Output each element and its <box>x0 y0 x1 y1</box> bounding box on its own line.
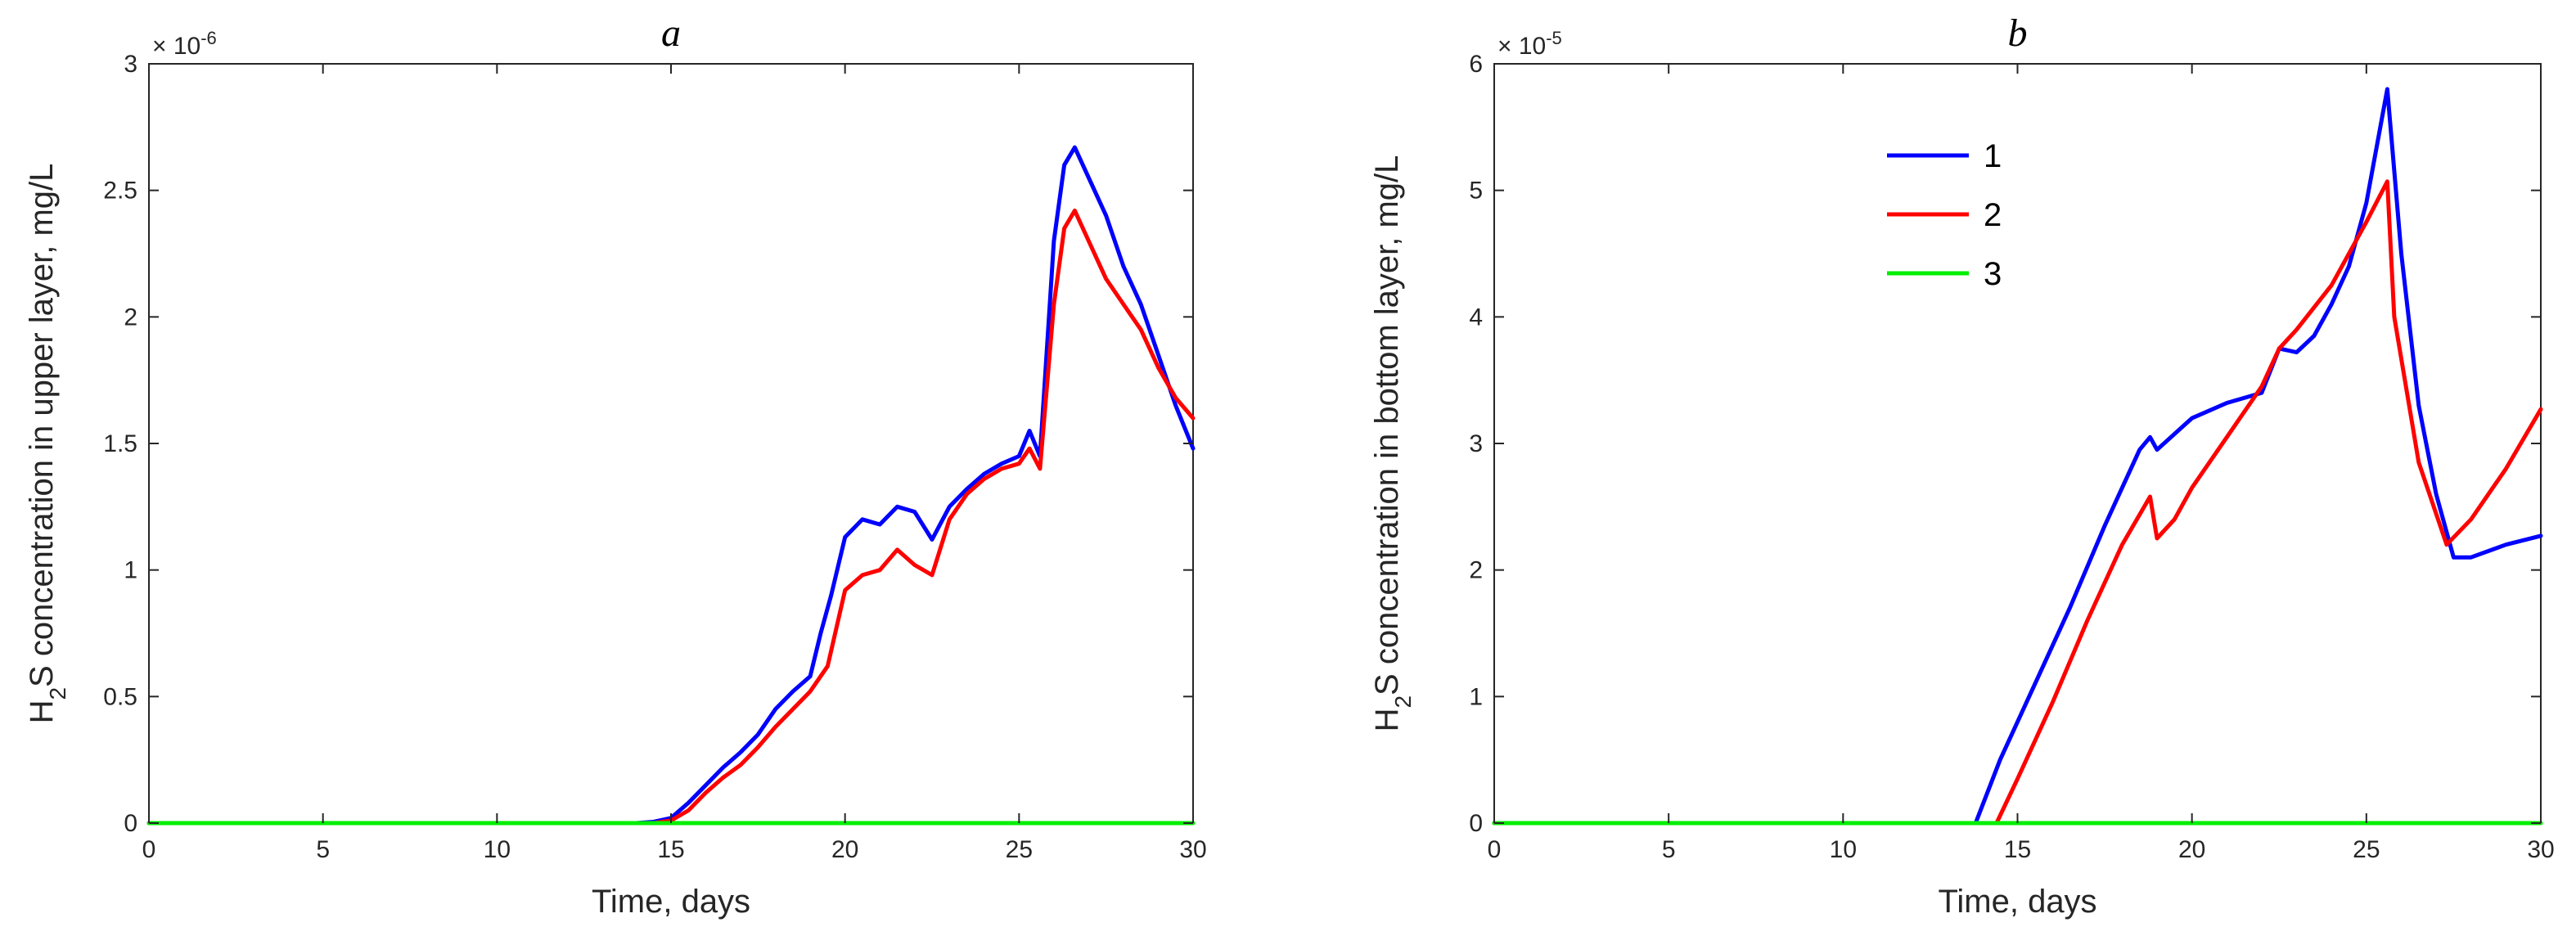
panel-b-exp-base: × 10 <box>1497 33 1546 60</box>
panel-b-y-tick-label: 5 <box>1469 178 1483 205</box>
panel-a-y-tick-label: 0.5 <box>103 683 137 710</box>
panel-b-y-tick-label: 2 <box>1469 557 1483 584</box>
panel-b-plot-area: 0 5 10 15 20 25 30 0 1 2 3 4 5 6 1 2 3 <box>1469 51 2554 863</box>
panel-a-ylabel-pre: H <box>24 700 60 724</box>
panel-b-x-tick-label: 30 <box>2527 836 2554 863</box>
panel-a-x-tick-label: 25 <box>1006 836 1033 863</box>
panel-b-series-2-line <box>1492 179 2543 826</box>
panel-a-title: a <box>661 11 681 55</box>
panel-a-plot-area: 0 5 10 15 20 25 30 0 0.5 1 1.5 2 2.5 3 <box>103 51 1206 863</box>
panel-b-x-tick-label: 5 <box>1662 836 1676 863</box>
panel-b-y-axis-label: H2S concentration in bottom layer, mg/L <box>1369 155 1416 732</box>
panel-b-ylabel-pre: H <box>1369 709 1405 732</box>
panel-b-y-tick-label: 1 <box>1469 683 1483 710</box>
panel-a-y-tick-label: 0 <box>124 810 137 837</box>
panel-b-y-tick-label: 3 <box>1469 430 1483 457</box>
panel-a-x-tick-label: 15 <box>657 836 684 863</box>
panel-a-exp-power: -6 <box>200 28 217 48</box>
panel-a-axes-box <box>148 63 1194 824</box>
panel-a-ylabel-sub: 2 <box>45 687 70 700</box>
panel-b-y-tick-label: 4 <box>1469 304 1483 331</box>
panel-a-y-axis-label: H2S concentration in upper layer, mg/L <box>24 164 70 724</box>
panel-a: 0 5 10 15 20 25 30 0 0.5 1 1.5 2 2.5 3 a Time, days H… <box>24 11 1207 920</box>
panel-b-x-tick-label: 0 <box>1488 836 1502 863</box>
panel-b-x-tick-label: 10 <box>1830 836 1857 863</box>
panel-a-exp-base: × 10 <box>152 33 200 60</box>
panel-a-x-tick-label: 30 <box>1179 836 1206 863</box>
panel-b-ylabel-sub: 2 <box>1390 695 1416 709</box>
panel-a-series-2-line <box>146 208 1196 826</box>
legend-label-1: 1 <box>1984 138 2002 174</box>
panel-a-series-1-line <box>146 145 1196 826</box>
panel-b-series-1-line <box>1492 87 2543 826</box>
panel-a-x-tick-label: 5 <box>316 836 330 863</box>
panel-b-exp-power: -5 <box>1546 28 1562 48</box>
panel-b-x-tick-label: 25 <box>2353 836 2380 863</box>
panel-a-x-tick-label: 20 <box>831 836 858 863</box>
panel-b-axes-box <box>1493 63 2542 824</box>
panel-a-y-tick-label: 1 <box>124 557 137 584</box>
panel-a-y-tick-label: 2 <box>124 304 137 331</box>
panel-b-x-tick-label: 15 <box>2004 836 2031 863</box>
panel-b-exponent-label: × 10-5 <box>1497 28 1562 61</box>
panel-b-ylabel-post: S concentration in bottom layer, mg/L <box>1369 155 1405 695</box>
panel-a-x-tick-label: 10 <box>484 836 511 863</box>
panel-a-x-tick-label: 0 <box>142 836 156 863</box>
legend-label-3: 3 <box>1984 256 2002 292</box>
panel-b-x-axis-label: Time, days <box>1938 884 2096 920</box>
panel-b-y-tick-label: 0 <box>1469 810 1483 837</box>
panel-a-x-axis-label: Time, days <box>592 884 750 920</box>
panel-a-exponent-label: × 10-6 <box>152 28 217 61</box>
panel-b-title: b <box>2008 11 2028 55</box>
panel-a-y-tick-label: 2.5 <box>103 178 137 205</box>
panel-a-y-tick-label: 1.5 <box>103 430 137 457</box>
panel-a-ylabel-post: S concentration in upper layer, mg/L <box>24 164 60 687</box>
panel-a-y-tick-label: 3 <box>124 51 137 78</box>
panel-b-y-tick-label: 6 <box>1469 51 1483 78</box>
panel-b-x-tick-label: 20 <box>2178 836 2205 863</box>
legend-label-2: 2 <box>1984 197 2002 233</box>
